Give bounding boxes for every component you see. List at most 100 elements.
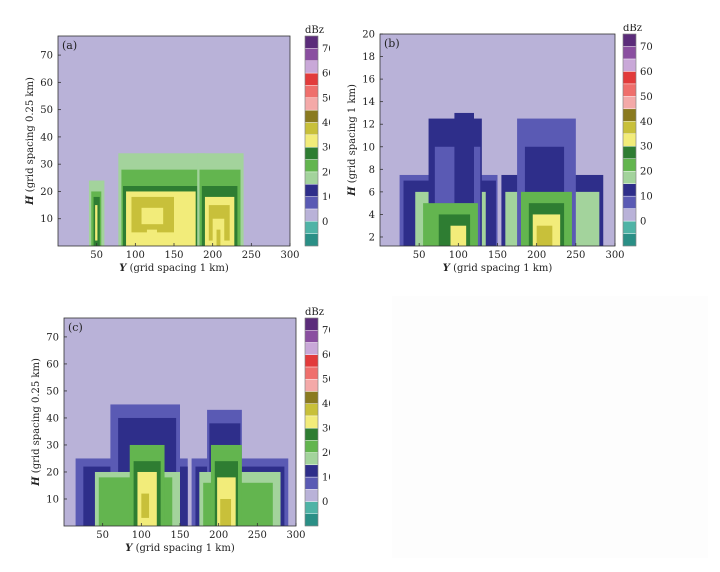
colorbar-swatch-1 <box>304 221 319 234</box>
colorbar-swatch-6 <box>304 159 319 173</box>
x-tick-label-1: 100 <box>132 530 151 541</box>
colorbar-swatch-14 <box>304 60 319 74</box>
y-tick-label-1: 20 <box>40 187 53 198</box>
colorbar-swatch-14 <box>304 342 319 355</box>
colorbar-swatch-3 <box>304 476 319 490</box>
reflectivity-cell-9 <box>141 493 150 518</box>
colorbar-swatch-8 <box>622 133 637 147</box>
y-tick-label-3: 8 <box>369 165 375 176</box>
colorbar-swatch-4 <box>304 184 319 197</box>
colorbar-frame <box>304 317 319 527</box>
colorbar-swatch-15 <box>622 46 637 60</box>
colorbar-tick-label-7: 70 <box>640 42 653 53</box>
empty-panel-area <box>392 296 708 558</box>
reflectivity-cell-8 <box>450 225 467 246</box>
colorbar-tick-label-6: 60 <box>322 350 330 361</box>
x-tick-label-2: 150 <box>488 250 507 261</box>
colorbar-swatch-12 <box>304 366 319 380</box>
colorbar-swatch-13 <box>304 72 319 86</box>
colorbar-swatch-12 <box>304 85 319 98</box>
x-tick-label-2: 150 <box>170 530 189 541</box>
y-tick-label-9: 20 <box>362 30 375 41</box>
y-tick-label-2: 6 <box>369 187 375 198</box>
y-tick-label-3: 40 <box>46 413 59 424</box>
colorbar-swatch-11 <box>622 96 637 110</box>
x-tick-label-1: 100 <box>449 250 468 261</box>
colorbar-swatch-2 <box>622 208 637 222</box>
y-axis-label: H (grid spacing 0.25 km) <box>31 358 42 487</box>
colorbar-tick-label-4: 40 <box>322 118 330 129</box>
colorbar-swatch-8 <box>304 134 319 148</box>
colorbar-tick-label-1: 10 <box>640 192 653 203</box>
y-axis-label: H (grid spacing 1 km) <box>347 84 358 197</box>
colorbar-swatch-1 <box>304 501 319 514</box>
colorbar-swatch-4 <box>304 464 319 478</box>
x-tick-label-5: 300 <box>286 530 305 541</box>
colorbar-swatch-7 <box>304 146 319 160</box>
x-tick-label-2: 150 <box>164 250 183 261</box>
x-tick-label-5: 300 <box>605 250 624 261</box>
x-tick-label-1: 100 <box>126 250 145 261</box>
colorbar-tick-label-7: 70 <box>322 326 330 337</box>
y-tick-label-3: 40 <box>40 132 53 143</box>
reflectivity-cell-17 <box>216 229 221 246</box>
colorbar-swatch-0 <box>622 233 637 247</box>
colorbar-swatch-10 <box>304 391 319 404</box>
colorbar-swatch-9 <box>304 122 319 136</box>
panel-label: (b) <box>384 37 400 50</box>
y-tick-label-0: 2 <box>369 232 375 243</box>
colorbar-frame <box>622 33 637 247</box>
x-tick-label-0: 50 <box>96 530 109 541</box>
y-axis-label: H (grid spacing 0.25 km) <box>25 77 36 206</box>
colorbar-tick-label-3: 30 <box>322 424 330 435</box>
reflectivity-cell-16 <box>536 225 553 246</box>
colorbar-swatch-10 <box>304 109 319 123</box>
colorbar-swatch-5 <box>304 171 319 185</box>
y-tick-label-4: 50 <box>46 386 59 397</box>
x-tick-label-0: 50 <box>90 250 103 261</box>
colorbar-swatch-0 <box>304 233 319 247</box>
reflectivity-cell-9 <box>141 207 164 225</box>
y-tick-label-0: 10 <box>40 214 53 225</box>
y-tick-label-6: 70 <box>46 332 59 343</box>
x-tick-label-5: 300 <box>280 250 299 261</box>
colorbar-swatch-9 <box>622 121 637 134</box>
colorbar-tick-label-7: 70 <box>322 44 330 55</box>
colorbar-swatch-5 <box>622 170 637 184</box>
x-tick-label-3: 200 <box>527 250 546 261</box>
x-axis-label: Y (grid spacing 1 km) <box>119 263 229 274</box>
colorbar-tick-label-2: 20 <box>322 448 330 459</box>
panel-label: (a) <box>62 39 77 52</box>
colorbar-swatch-16 <box>622 33 637 47</box>
colorbar-swatch-13 <box>304 354 319 368</box>
x-tick-label-4: 250 <box>242 250 261 261</box>
colorbar-swatch-12 <box>622 83 637 97</box>
y-tick-label-1: 20 <box>46 467 59 478</box>
colorbar-swatch-3 <box>622 195 637 209</box>
colorbar-tick-label-5: 50 <box>640 92 653 103</box>
y-tick-label-5: 60 <box>40 78 53 89</box>
colorbar-frame <box>304 35 319 247</box>
colorbar-tick-label-1: 10 <box>322 192 330 203</box>
colorbar-swatch-16 <box>304 317 319 331</box>
colorbar-swatch-7 <box>304 427 319 441</box>
colorbar-swatch-3 <box>304 196 319 210</box>
colorbar-swatch-8 <box>304 415 319 429</box>
y-tick-label-8: 18 <box>362 52 375 63</box>
reflectivity-cell-19 <box>220 498 232 526</box>
reflectivity-cells <box>399 112 604 246</box>
x-tick-label-3: 200 <box>203 250 222 261</box>
colorbar-swatch-1 <box>622 220 637 234</box>
colorbar-tick-label-4: 40 <box>640 117 653 128</box>
colorbar-swatch-14 <box>622 58 637 72</box>
y-tick-label-2: 30 <box>40 160 53 171</box>
y-tick-label-7: 16 <box>362 75 375 86</box>
colorbar-swatch-13 <box>622 71 637 85</box>
y-tick-label-1: 4 <box>369 210 375 221</box>
colorbar-tick-label-3: 30 <box>640 142 653 153</box>
colorbar-tick-label-5: 50 <box>322 375 330 386</box>
colorbar-swatch-2 <box>304 208 319 222</box>
colorbar-tick-label-6: 60 <box>322 69 330 80</box>
colorbar-tick-label-2: 20 <box>322 167 330 178</box>
